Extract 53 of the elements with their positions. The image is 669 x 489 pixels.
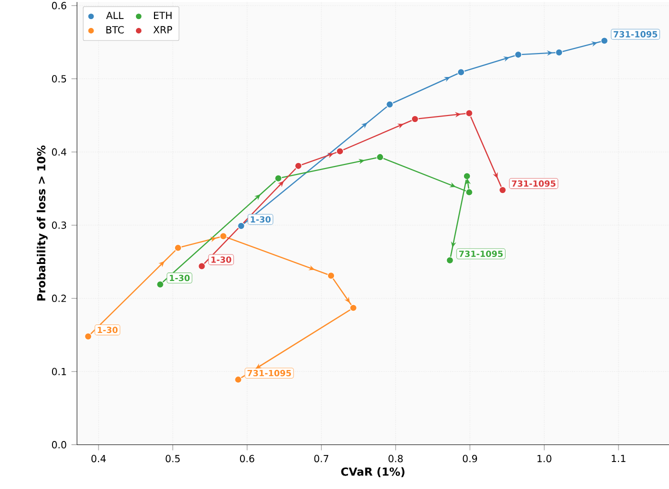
point	[411, 116, 419, 123]
y-tick-label: 0.0	[52, 441, 66, 449]
y-tick-label: 0.4	[52, 148, 66, 156]
y-tick-label: 0.3	[52, 222, 66, 230]
x-tick-label: 0.4	[91, 455, 106, 462]
y-tick-label: 0.5	[52, 75, 66, 83]
y-axis-title: Probability of loss > 10%	[36, 146, 48, 301]
y-tick-label: 0.6	[52, 2, 66, 10]
point	[156, 280, 164, 288]
annotation: 1-30	[170, 274, 190, 282]
x-tick-label: 0.8	[388, 455, 403, 462]
point	[465, 110, 473, 118]
point	[600, 37, 608, 45]
point	[336, 148, 344, 156]
annotation: 1-30	[211, 256, 232, 264]
point	[446, 256, 454, 264]
point	[294, 162, 302, 170]
legend-label: BTC	[106, 26, 124, 34]
annotation: 731-1095	[247, 370, 291, 376]
annotation: 731-1095	[512, 180, 556, 187]
y-tick-label: 0.1	[52, 368, 66, 376]
point	[376, 154, 384, 162]
point	[465, 188, 473, 196]
x-tick-label: 0.6	[240, 455, 254, 462]
point	[198, 262, 206, 270]
point	[498, 186, 506, 194]
annotation: 731-1095	[614, 31, 658, 38]
point	[514, 51, 522, 59]
x-tick-label: 0.5	[166, 455, 180, 462]
annotation: 1-30	[98, 326, 118, 334]
point	[220, 232, 228, 240]
point	[237, 222, 245, 230]
point	[350, 304, 358, 312]
x-tick-label: 0.7	[314, 455, 328, 462]
point	[457, 68, 465, 76]
point	[174, 244, 182, 252]
annotation: 731-1095	[459, 250, 503, 258]
y-tick-label: 0.2	[52, 294, 66, 302]
point	[386, 100, 394, 108]
point	[274, 174, 282, 182]
point	[327, 272, 335, 280]
x-tick-label: 1.1	[612, 455, 626, 462]
point	[463, 172, 471, 180]
x-axis-title: CVaR (1%)	[341, 467, 404, 478]
legend-label: XRP	[153, 26, 172, 34]
point	[555, 48, 563, 56]
point	[234, 376, 242, 384]
x-tick-label: 1.0	[538, 455, 552, 462]
point	[84, 332, 92, 340]
legend-label: ALL	[106, 12, 124, 20]
x-tick-label: 0.9	[462, 455, 478, 462]
annotation: 1-30	[250, 216, 271, 223]
legend-label: ETH	[154, 12, 172, 20]
